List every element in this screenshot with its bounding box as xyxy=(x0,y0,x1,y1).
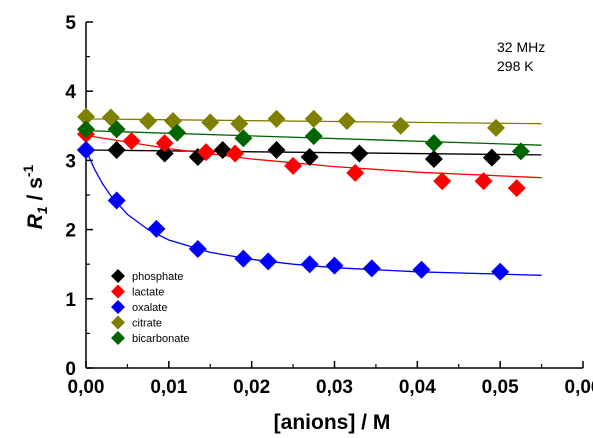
data-point-phosphate xyxy=(300,147,319,166)
y-tick-label: 3 xyxy=(65,151,76,172)
data-point-bicarbonate xyxy=(234,129,253,148)
y-tick-label: 0 xyxy=(65,359,76,380)
legend: phosphate lactate oxalate citrate bicarbonat… xyxy=(111,269,190,345)
data-point-citrate xyxy=(391,116,410,135)
legend-label-lactate: lactate xyxy=(132,287,164,299)
data-point-lactate xyxy=(474,172,493,191)
legend-label-citrate: citrate xyxy=(132,318,162,330)
x-tick-label: 0,04 xyxy=(399,377,436,398)
y-axis-title-unit: / s xyxy=(24,177,47,206)
data-point-oxalate xyxy=(300,255,319,274)
x-tick-label: 0,01 xyxy=(150,377,187,398)
y-tick-label: 1 xyxy=(65,290,76,311)
data-point-phosphate xyxy=(482,148,501,167)
annotation-frequency: 32 MHz xyxy=(497,39,545,55)
data-point-phosphate xyxy=(424,150,443,169)
legend-label-oxalate: oxalate xyxy=(132,302,167,314)
legend-label-bicarbonate: bicarbonate xyxy=(132,333,190,345)
data-point-lactate xyxy=(433,172,452,191)
legend-marker-bicarbonate xyxy=(111,331,125,345)
x-tick-label: 0,00 xyxy=(68,377,105,398)
y-tick-label: 4 xyxy=(65,82,76,103)
data-point-lactate xyxy=(155,134,174,153)
data-point-phosphate xyxy=(350,144,369,163)
fit-line-oxalate xyxy=(85,149,542,276)
y-axis-title: R1 / s-1 xyxy=(20,164,50,229)
data-point-citrate xyxy=(201,113,220,132)
data-point-oxalate xyxy=(234,249,253,268)
data-point-lactate xyxy=(346,163,365,182)
y-axis-title-subscript: 1 xyxy=(34,206,50,214)
data-point-oxalate xyxy=(107,191,126,210)
annotation: 32 MHz 298 K xyxy=(497,39,545,74)
data-point-oxalate xyxy=(147,219,166,238)
data-point-oxalate xyxy=(362,259,381,278)
data-point-citrate xyxy=(304,109,323,128)
data-point-oxalate xyxy=(188,239,207,258)
x-tick-label: 0,02 xyxy=(233,377,270,398)
data-point-bicarbonate xyxy=(168,123,187,142)
data-point-bicarbonate xyxy=(424,134,443,153)
x-tick-label: 0,03 xyxy=(316,377,353,398)
legend-marker-oxalate xyxy=(111,300,125,314)
data-point-citrate xyxy=(267,109,286,128)
legend-label-phosphate: phosphate xyxy=(132,271,183,283)
annotation-temperature: 298 K xyxy=(497,58,534,74)
y-axis-title-main: R xyxy=(24,213,47,229)
data-point-lactate xyxy=(226,144,245,163)
data-point-oxalate xyxy=(77,141,95,160)
data-point-oxalate xyxy=(325,256,344,275)
data-point-citrate xyxy=(230,114,249,133)
data-points xyxy=(77,107,530,281)
data-point-lactate xyxy=(284,156,303,175)
data-point-phosphate xyxy=(155,144,174,163)
data-point-lactate xyxy=(197,143,216,162)
data-point-phosphate xyxy=(107,141,126,160)
data-point-oxalate xyxy=(259,252,278,271)
data-point-citrate xyxy=(139,111,158,130)
data-point-bicarbonate xyxy=(107,120,126,139)
y-axis-title-superscript: -1 xyxy=(20,164,36,177)
data-point-citrate xyxy=(77,107,95,126)
data-point-lactate xyxy=(122,132,141,151)
data-point-phosphate xyxy=(267,141,286,160)
data-point-bicarbonate xyxy=(304,127,323,146)
x-axis-title: [anions] / M xyxy=(274,411,391,434)
legend-marker-phosphate xyxy=(111,269,125,283)
data-point-citrate xyxy=(337,111,356,130)
x-tick-label: 0,05 xyxy=(482,377,519,398)
y-tick-label: 5 xyxy=(65,13,76,34)
data-point-citrate xyxy=(487,118,506,137)
data-point-bicarbonate xyxy=(511,142,530,161)
plot-axes: 0,00 0,01 0,02 0,03 0,04 0,05 0,06 0 1 2 3 4 5 xyxy=(65,13,593,398)
legend-marker-citrate xyxy=(111,315,125,330)
data-point-bicarbonate xyxy=(77,120,95,139)
data-point-lactate xyxy=(507,179,526,198)
data-point-oxalate xyxy=(491,262,510,281)
data-point-oxalate xyxy=(412,260,431,279)
x-tick-label: 0,06 xyxy=(565,377,593,398)
legend-marker-lactate xyxy=(111,284,125,299)
y-tick-label: 2 xyxy=(65,221,76,242)
